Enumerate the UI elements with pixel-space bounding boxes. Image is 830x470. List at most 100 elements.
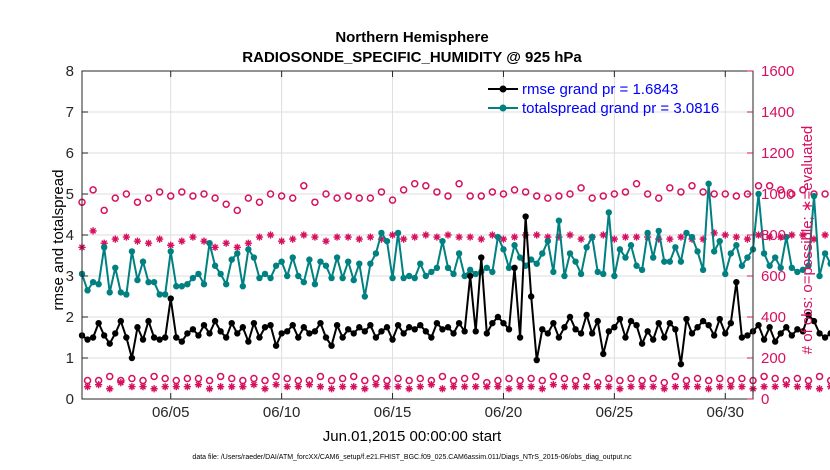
obs-evaluated-marker (799, 231, 807, 239)
obs-evaluated-marker (788, 231, 796, 239)
totalspread-marker (794, 268, 801, 276)
totalspread-marker (600, 270, 607, 278)
obs-possible-marker (826, 376, 830, 385)
x-tick-label: 06/30 (706, 404, 744, 421)
totalspread-marker (583, 244, 590, 251)
rmse-marker (272, 342, 280, 349)
totalspread-marker (683, 229, 690, 237)
obs-evaluated-marker (366, 233, 374, 241)
obs-evaluated-marker (710, 229, 718, 237)
totalspread-marker (89, 278, 97, 286)
rmse-marker (206, 330, 213, 337)
obs-evaluated-marker (128, 383, 136, 391)
obs-possible-marker (100, 206, 108, 215)
rmse-marker (372, 334, 380, 341)
obs-evaluated-marker (566, 231, 574, 239)
rmse-marker (389, 336, 396, 343)
y-tick-label: 3 (66, 268, 74, 285)
obs-evaluated-marker (538, 385, 546, 393)
obs-evaluated-marker (278, 237, 286, 245)
rmse-marker (89, 334, 97, 341)
totalspread-marker (594, 268, 601, 276)
rmse-marker (605, 328, 613, 335)
obs-possible-marker (599, 192, 608, 200)
totalspread-marker (106, 289, 113, 296)
gridlines (82, 71, 753, 399)
totalspread-marker (245, 246, 252, 253)
totalspread-marker (561, 272, 568, 280)
legend-spread-label: totalspread grand pr = 3.0816 (522, 100, 719, 117)
obs-possible-marker (399, 186, 408, 194)
totalspread-marker (489, 268, 496, 276)
obs-possible-marker (277, 192, 286, 200)
totalspread-marker (605, 209, 613, 216)
rmse-marker (84, 336, 91, 343)
rmse-marker (134, 324, 141, 331)
rmse-marker (411, 326, 418, 333)
rmse-marker (594, 317, 601, 325)
totalspread-marker (339, 274, 346, 282)
rmse-marker (361, 328, 369, 335)
rmse-marker (117, 317, 125, 325)
obs-evaluated-marker (178, 237, 186, 245)
obs-possible-marker (338, 374, 347, 383)
obs-possible-marker (200, 190, 208, 198)
totalspread-marker (361, 293, 369, 300)
obs-possible-marker (410, 180, 419, 188)
totalspread-marker (278, 258, 285, 265)
rmse-marker (367, 322, 374, 329)
obs-evaluated-marker (117, 379, 125, 387)
obs-evaluated-marker (605, 383, 613, 391)
y2-tick-label: 0 (761, 391, 769, 408)
rmse-marker (522, 213, 529, 220)
rmse-marker (189, 326, 197, 333)
rmse-marker (344, 326, 352, 333)
totalspread-marker (84, 287, 91, 294)
totalspread-marker (738, 262, 746, 269)
rmse-marker (672, 326, 679, 333)
y-tick-label: 8 (66, 63, 74, 80)
obs-evaluated-marker (771, 383, 779, 391)
rmse-marker (760, 336, 768, 343)
rmse-marker (794, 326, 801, 333)
rmse-marker (600, 350, 607, 358)
rmse-marker (211, 317, 219, 325)
rmse-marker (588, 330, 596, 337)
y-tick-label: 2 (66, 309, 74, 326)
totalspread-marker (494, 233, 502, 241)
obs-evaluated-marker (577, 235, 585, 243)
totalspread-marker (694, 248, 701, 255)
totalspread-marker (755, 190, 762, 198)
totalspread-marker (261, 270, 269, 278)
obs-possible-marker (205, 376, 214, 385)
obs-evaluated-marker (289, 235, 297, 243)
obs-possible-marker (693, 374, 702, 383)
obs-possible-marker (377, 188, 386, 196)
rmse-marker (616, 315, 624, 323)
totalspread-marker (350, 276, 357, 284)
y2-tick-label: 800 (761, 227, 786, 244)
obs-evaluated-marker (427, 381, 435, 389)
totalspread-marker (677, 258, 685, 265)
totalspread-marker (572, 258, 579, 265)
obs-evaluated-marker (754, 231, 763, 239)
obs-evaluated-marker (411, 233, 419, 241)
rmse-marker (184, 330, 191, 337)
totalspread-marker (439, 237, 446, 245)
rmse-marker (827, 330, 830, 337)
obs-possible-marker (588, 194, 596, 202)
totalspread-marker (649, 254, 657, 261)
obs-evaluated-marker (449, 383, 458, 391)
rmse-marker (234, 330, 241, 337)
totalspread-marker (311, 281, 319, 288)
rmse-marker (261, 324, 269, 331)
rmse-marker (733, 278, 740, 286)
obs-evaluated-marker (483, 383, 491, 391)
obs-evaluated-marker (810, 235, 818, 243)
rmse-marker (500, 319, 507, 327)
rmse-marker (417, 322, 424, 329)
totalspread-marker (616, 246, 624, 253)
totalspread-marker (638, 266, 646, 274)
obs-possible-marker (610, 190, 619, 198)
obs-evaluated-marker (716, 383, 724, 391)
